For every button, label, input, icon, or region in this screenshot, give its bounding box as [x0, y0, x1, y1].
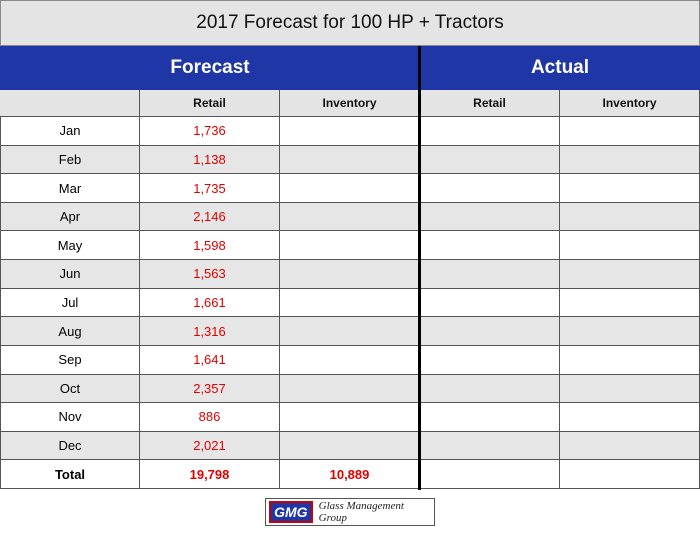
row-label: Apr	[0, 202, 140, 232]
empty-cell	[560, 460, 700, 489]
logo-mark: GMG	[269, 501, 313, 523]
value-cell: 1,661	[140, 288, 280, 318]
empty-cell	[420, 403, 560, 432]
row-label: May	[0, 231, 140, 261]
value-cell: 2,357	[140, 374, 280, 404]
empty-cell	[420, 374, 560, 404]
row-label: Feb	[0, 145, 140, 175]
row-label: Dec	[0, 431, 140, 461]
value-cell: 1,138	[140, 145, 280, 175]
column-header: Inventory	[280, 90, 420, 117]
empty-cell	[420, 231, 560, 261]
table-title: 2017 Forecast for 100 HP + Tractors	[0, 0, 700, 46]
value-cell: 2,146	[140, 202, 280, 232]
empty-cell	[280, 431, 420, 461]
empty-cell	[420, 145, 560, 175]
header-cell	[0, 90, 140, 117]
row-label: Mar	[0, 174, 140, 203]
empty-cell	[420, 174, 560, 203]
empty-cell	[420, 460, 560, 489]
empty-cell	[560, 345, 700, 375]
value-cell: 19,798	[140, 460, 280, 489]
empty-cell	[280, 317, 420, 346]
empty-cell	[560, 174, 700, 203]
value-cell: 1,598	[140, 231, 280, 261]
column-header: Retail	[420, 90, 560, 117]
group-divider	[418, 46, 421, 490]
row-label: Jun	[0, 260, 140, 289]
empty-cell	[280, 374, 420, 404]
row-label: Oct	[0, 374, 140, 404]
empty-cell	[420, 317, 560, 346]
empty-cell	[560, 403, 700, 432]
empty-cell	[560, 431, 700, 461]
empty-cell	[280, 231, 420, 261]
empty-cell	[560, 231, 700, 261]
empty-cell	[420, 202, 560, 232]
value-cell: 1,563	[140, 260, 280, 289]
empty-cell	[280, 260, 420, 289]
empty-cell	[560, 260, 700, 289]
empty-cell	[560, 202, 700, 232]
empty-cell	[560, 145, 700, 175]
value-cell: 886	[140, 403, 280, 432]
empty-cell	[560, 317, 700, 346]
logo-name: Glass Management Group	[318, 500, 404, 524]
empty-cell	[560, 117, 700, 146]
empty-cell	[280, 202, 420, 232]
group-header: Forecast	[0, 46, 420, 90]
row-label: Jan	[0, 117, 140, 146]
empty-cell	[280, 145, 420, 175]
empty-cell	[560, 374, 700, 404]
empty-cell	[420, 345, 560, 375]
row-label: Total	[0, 460, 140, 489]
value-cell: 10,889	[280, 460, 420, 489]
empty-cell	[560, 288, 700, 318]
empty-cell	[280, 174, 420, 203]
value-cell: 2,021	[140, 431, 280, 461]
column-header: Retail	[140, 90, 280, 117]
empty-cell	[420, 117, 560, 146]
row-label: Aug	[0, 317, 140, 346]
value-cell: 1,316	[140, 317, 280, 346]
empty-cell	[420, 260, 560, 289]
empty-cell	[280, 345, 420, 375]
row-label: Sep	[0, 345, 140, 375]
empty-cell	[420, 288, 560, 318]
logo: GMG Glass Management Group	[265, 498, 435, 526]
row-label: Nov	[0, 403, 140, 432]
column-header: Inventory	[560, 90, 700, 117]
empty-cell	[280, 288, 420, 318]
value-cell: 1,735	[140, 174, 280, 203]
empty-cell	[420, 431, 560, 461]
empty-cell	[280, 117, 420, 146]
value-cell: 1,736	[140, 117, 280, 146]
row-label: Jul	[0, 288, 140, 318]
empty-cell	[280, 403, 420, 432]
value-cell: 1,641	[140, 345, 280, 375]
group-header: Actual	[420, 46, 700, 90]
